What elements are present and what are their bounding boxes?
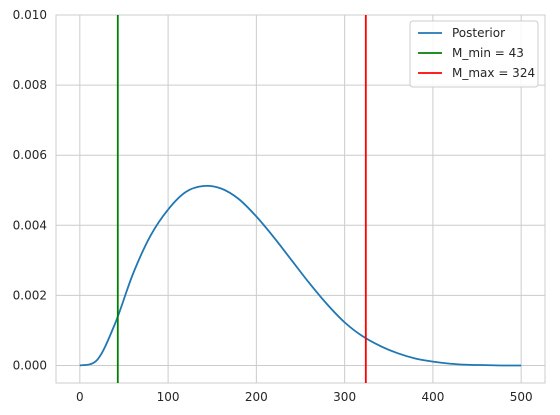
x-tick-label: 300	[333, 390, 356, 404]
y-tick-label: 0.010	[13, 8, 47, 22]
plot-frame	[55, 14, 546, 384]
legend-entry-m-max-label: M_max = 324	[452, 66, 535, 80]
y-tick-label: 0.000	[13, 358, 47, 372]
legend-entry-posterior-label: Posterior	[452, 26, 505, 40]
x-tick-label: 400	[421, 390, 444, 404]
y-tick-label: 0.008	[13, 78, 47, 92]
legend-box	[409, 20, 539, 88]
x-tick-label: 200	[245, 390, 268, 404]
y-tick-label: 0.006	[13, 148, 47, 162]
y-tick-label: 0.004	[13, 218, 47, 232]
x-tick-label: 500	[510, 390, 533, 404]
x-tick-label: 100	[157, 390, 180, 404]
y-tick-label: 0.002	[13, 288, 47, 302]
series-line-posterior	[79, 184, 522, 367]
legend-entry-m-min-label: M_min = 43	[452, 46, 524, 60]
x-tick-label: 0	[76, 390, 84, 404]
